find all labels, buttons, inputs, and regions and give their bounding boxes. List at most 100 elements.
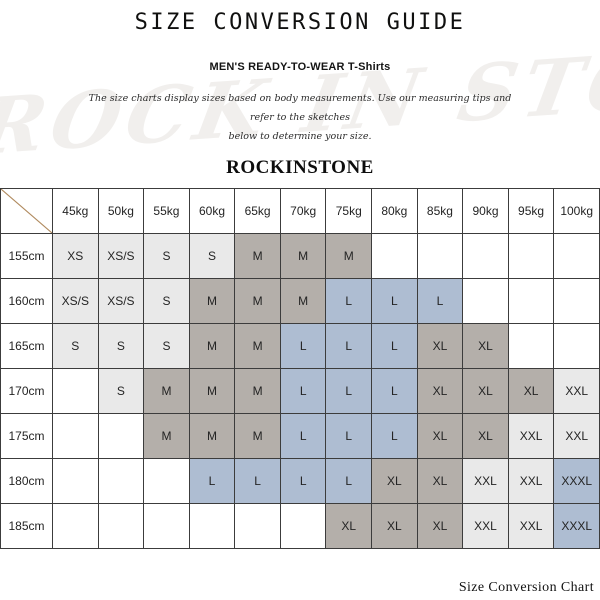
size-cell-180cm-85kg[interactable]: XL (416, 458, 464, 504)
table-body: 155cm XS XS/S S S M M M 160cm XS/S XS/S S M M M L L L 165c… (0, 233, 600, 549)
size-cell-160cm-70kg[interactable]: M (279, 278, 327, 324)
size-cell-170cm-75kg[interactable]: L (325, 368, 373, 414)
size-cell-185cm-85kg[interactable]: XL (416, 503, 464, 549)
column-header-75kg: 75kg (325, 188, 373, 234)
size-cell-170cm-65kg[interactable]: M (234, 368, 281, 414)
column-header-85kg: 85kg (416, 188, 464, 234)
size-cell-185cm-100kg[interactable]: XXXL (553, 503, 600, 549)
size-cell-160cm-75kg[interactable]: L (325, 278, 373, 324)
size-cell-155cm-45kg[interactable]: XS (52, 233, 99, 279)
size-cell-155cm-75kg[interactable]: M (325, 233, 373, 279)
size-cell-170cm-70kg[interactable]: L (279, 368, 327, 414)
size-cell-180cm-70kg[interactable]: L (279, 458, 327, 504)
size-cell-165cm-50kg[interactable]: S (97, 323, 145, 369)
size-cell-155cm-55kg[interactable]: S (143, 233, 190, 279)
size-cell-175cm-75kg[interactable]: L (325, 413, 373, 459)
empty-cell-160cm-95kg (507, 278, 555, 324)
size-cell-160cm-65kg[interactable]: M (234, 278, 281, 324)
size-cell-165cm-70kg[interactable]: L (279, 323, 327, 369)
empty-cell-185cm-60kg (188, 503, 236, 549)
size-cell-180cm-65kg[interactable]: L (234, 458, 281, 504)
size-cell-165cm-45kg[interactable]: S (52, 323, 99, 369)
column-header-80kg: 80kg (371, 188, 418, 234)
table-row: 170cm S M M M L L L XL XL XL XXL (0, 368, 600, 414)
size-cell-175cm-100kg[interactable]: XXL (553, 413, 600, 459)
column-header-60kg: 60kg (188, 188, 236, 234)
size-cell-170cm-50kg[interactable]: S (97, 368, 145, 414)
column-header-95kg: 95kg (507, 188, 555, 234)
size-cell-170cm-85kg[interactable]: XL (416, 368, 464, 414)
row-header-180cm: 180cm (0, 458, 53, 504)
table-row: 185cm XL XL XL XXL XXL XXXL (0, 503, 600, 549)
row-header-165cm: 165cm (0, 323, 53, 369)
size-cell-160cm-60kg[interactable]: M (188, 278, 236, 324)
size-cell-155cm-60kg[interactable]: S (188, 233, 236, 279)
size-cell-185cm-95kg[interactable]: XXL (507, 503, 555, 549)
table-row: 165cm S S S M M L L L XL XL (0, 323, 600, 369)
size-cell-175cm-90kg[interactable]: XL (462, 413, 509, 459)
column-header-65kg: 65kg (234, 188, 281, 234)
size-cell-170cm-55kg[interactable]: M (143, 368, 190, 414)
size-cell-165cm-75kg[interactable]: L (325, 323, 373, 369)
size-cell-185cm-75kg[interactable]: XL (325, 503, 373, 549)
size-cell-180cm-90kg[interactable]: XXL (462, 458, 509, 504)
size-cell-155cm-65kg[interactable]: M (234, 233, 281, 279)
empty-cell-180cm-50kg (97, 458, 145, 504)
empty-cell-185cm-70kg (279, 503, 327, 549)
size-cell-155cm-50kg[interactable]: XS/S (97, 233, 145, 279)
size-cell-165cm-55kg[interactable]: S (143, 323, 190, 369)
size-cell-160cm-85kg[interactable]: L (416, 278, 464, 324)
size-cell-175cm-80kg[interactable]: L (371, 413, 418, 459)
size-cell-175cm-85kg[interactable]: XL (416, 413, 464, 459)
size-cell-180cm-80kg[interactable]: XL (371, 458, 418, 504)
size-cell-175cm-65kg[interactable]: M (234, 413, 281, 459)
size-cell-185cm-90kg[interactable]: XXL (462, 503, 509, 549)
empty-cell-160cm-90kg (462, 278, 509, 324)
size-cell-170cm-60kg[interactable]: M (188, 368, 236, 414)
size-cell-155cm-70kg[interactable]: M (279, 233, 327, 279)
size-cell-180cm-100kg[interactable]: XXXL (553, 458, 600, 504)
size-cell-160cm-50kg[interactable]: XS/S (97, 278, 145, 324)
size-cell-170cm-80kg[interactable]: L (371, 368, 418, 414)
column-header-70kg: 70kg (279, 188, 327, 234)
column-header-55kg: 55kg (143, 188, 190, 234)
size-cell-165cm-85kg[interactable]: XL (416, 323, 464, 369)
page-subtitle: MEN'S READY-TO-WEAR T-Shirts (209, 61, 391, 73)
size-cell-160cm-55kg[interactable]: S (143, 278, 190, 324)
empty-cell-155cm-80kg (371, 233, 418, 279)
size-cell-180cm-95kg[interactable]: XXL (507, 458, 555, 504)
size-cell-185cm-80kg[interactable]: XL (371, 503, 418, 549)
document-header: SIZE CONVERSION GUIDE MEN'S READY-TO-WEA… (0, 0, 600, 179)
empty-cell-175cm-45kg (52, 413, 99, 459)
size-cell-165cm-60kg[interactable]: M (188, 323, 236, 369)
description-text: The size charts display sizes based on b… (85, 89, 515, 146)
table-row: 180cm L L L L XL XL XXL XXL XXXL (0, 458, 600, 504)
size-cell-160cm-80kg[interactable]: L (371, 278, 418, 324)
diagonal-slash-icon (1, 189, 52, 233)
size-cell-180cm-75kg[interactable]: L (325, 458, 373, 504)
empty-cell-185cm-50kg (97, 503, 145, 549)
empty-cell-180cm-55kg (143, 458, 190, 504)
size-cell-175cm-70kg[interactable]: L (279, 413, 327, 459)
table-row: 160cm XS/S XS/S S M M M L L L (0, 278, 600, 324)
size-cell-170cm-95kg[interactable]: XL (507, 368, 555, 414)
empty-cell-155cm-85kg (416, 233, 464, 279)
size-cell-180cm-60kg[interactable]: L (188, 458, 236, 504)
size-cell-170cm-90kg[interactable]: XL (462, 368, 509, 414)
size-cell-160cm-45kg[interactable]: XS/S (52, 278, 99, 324)
description-line-1: The size charts display sizes based on b… (88, 93, 512, 123)
size-cell-170cm-100kg[interactable]: XXL (553, 368, 600, 414)
empty-cell-185cm-45kg (52, 503, 99, 549)
size-cell-175cm-95kg[interactable]: XXL (507, 413, 555, 459)
empty-cell-170cm-45kg (52, 368, 99, 414)
row-header-175cm: 175cm (0, 413, 53, 459)
table-row: 175cm M M M L L L XL XL XXL XXL (0, 413, 600, 459)
size-cell-165cm-80kg[interactable]: L (371, 323, 418, 369)
size-cell-165cm-65kg[interactable]: M (234, 323, 281, 369)
empty-cell-155cm-100kg (553, 233, 600, 279)
empty-cell-155cm-90kg (462, 233, 509, 279)
empty-cell-185cm-55kg (143, 503, 190, 549)
size-cell-165cm-90kg[interactable]: XL (462, 323, 509, 369)
size-cell-175cm-60kg[interactable]: M (188, 413, 236, 459)
size-cell-175cm-55kg[interactable]: M (143, 413, 190, 459)
